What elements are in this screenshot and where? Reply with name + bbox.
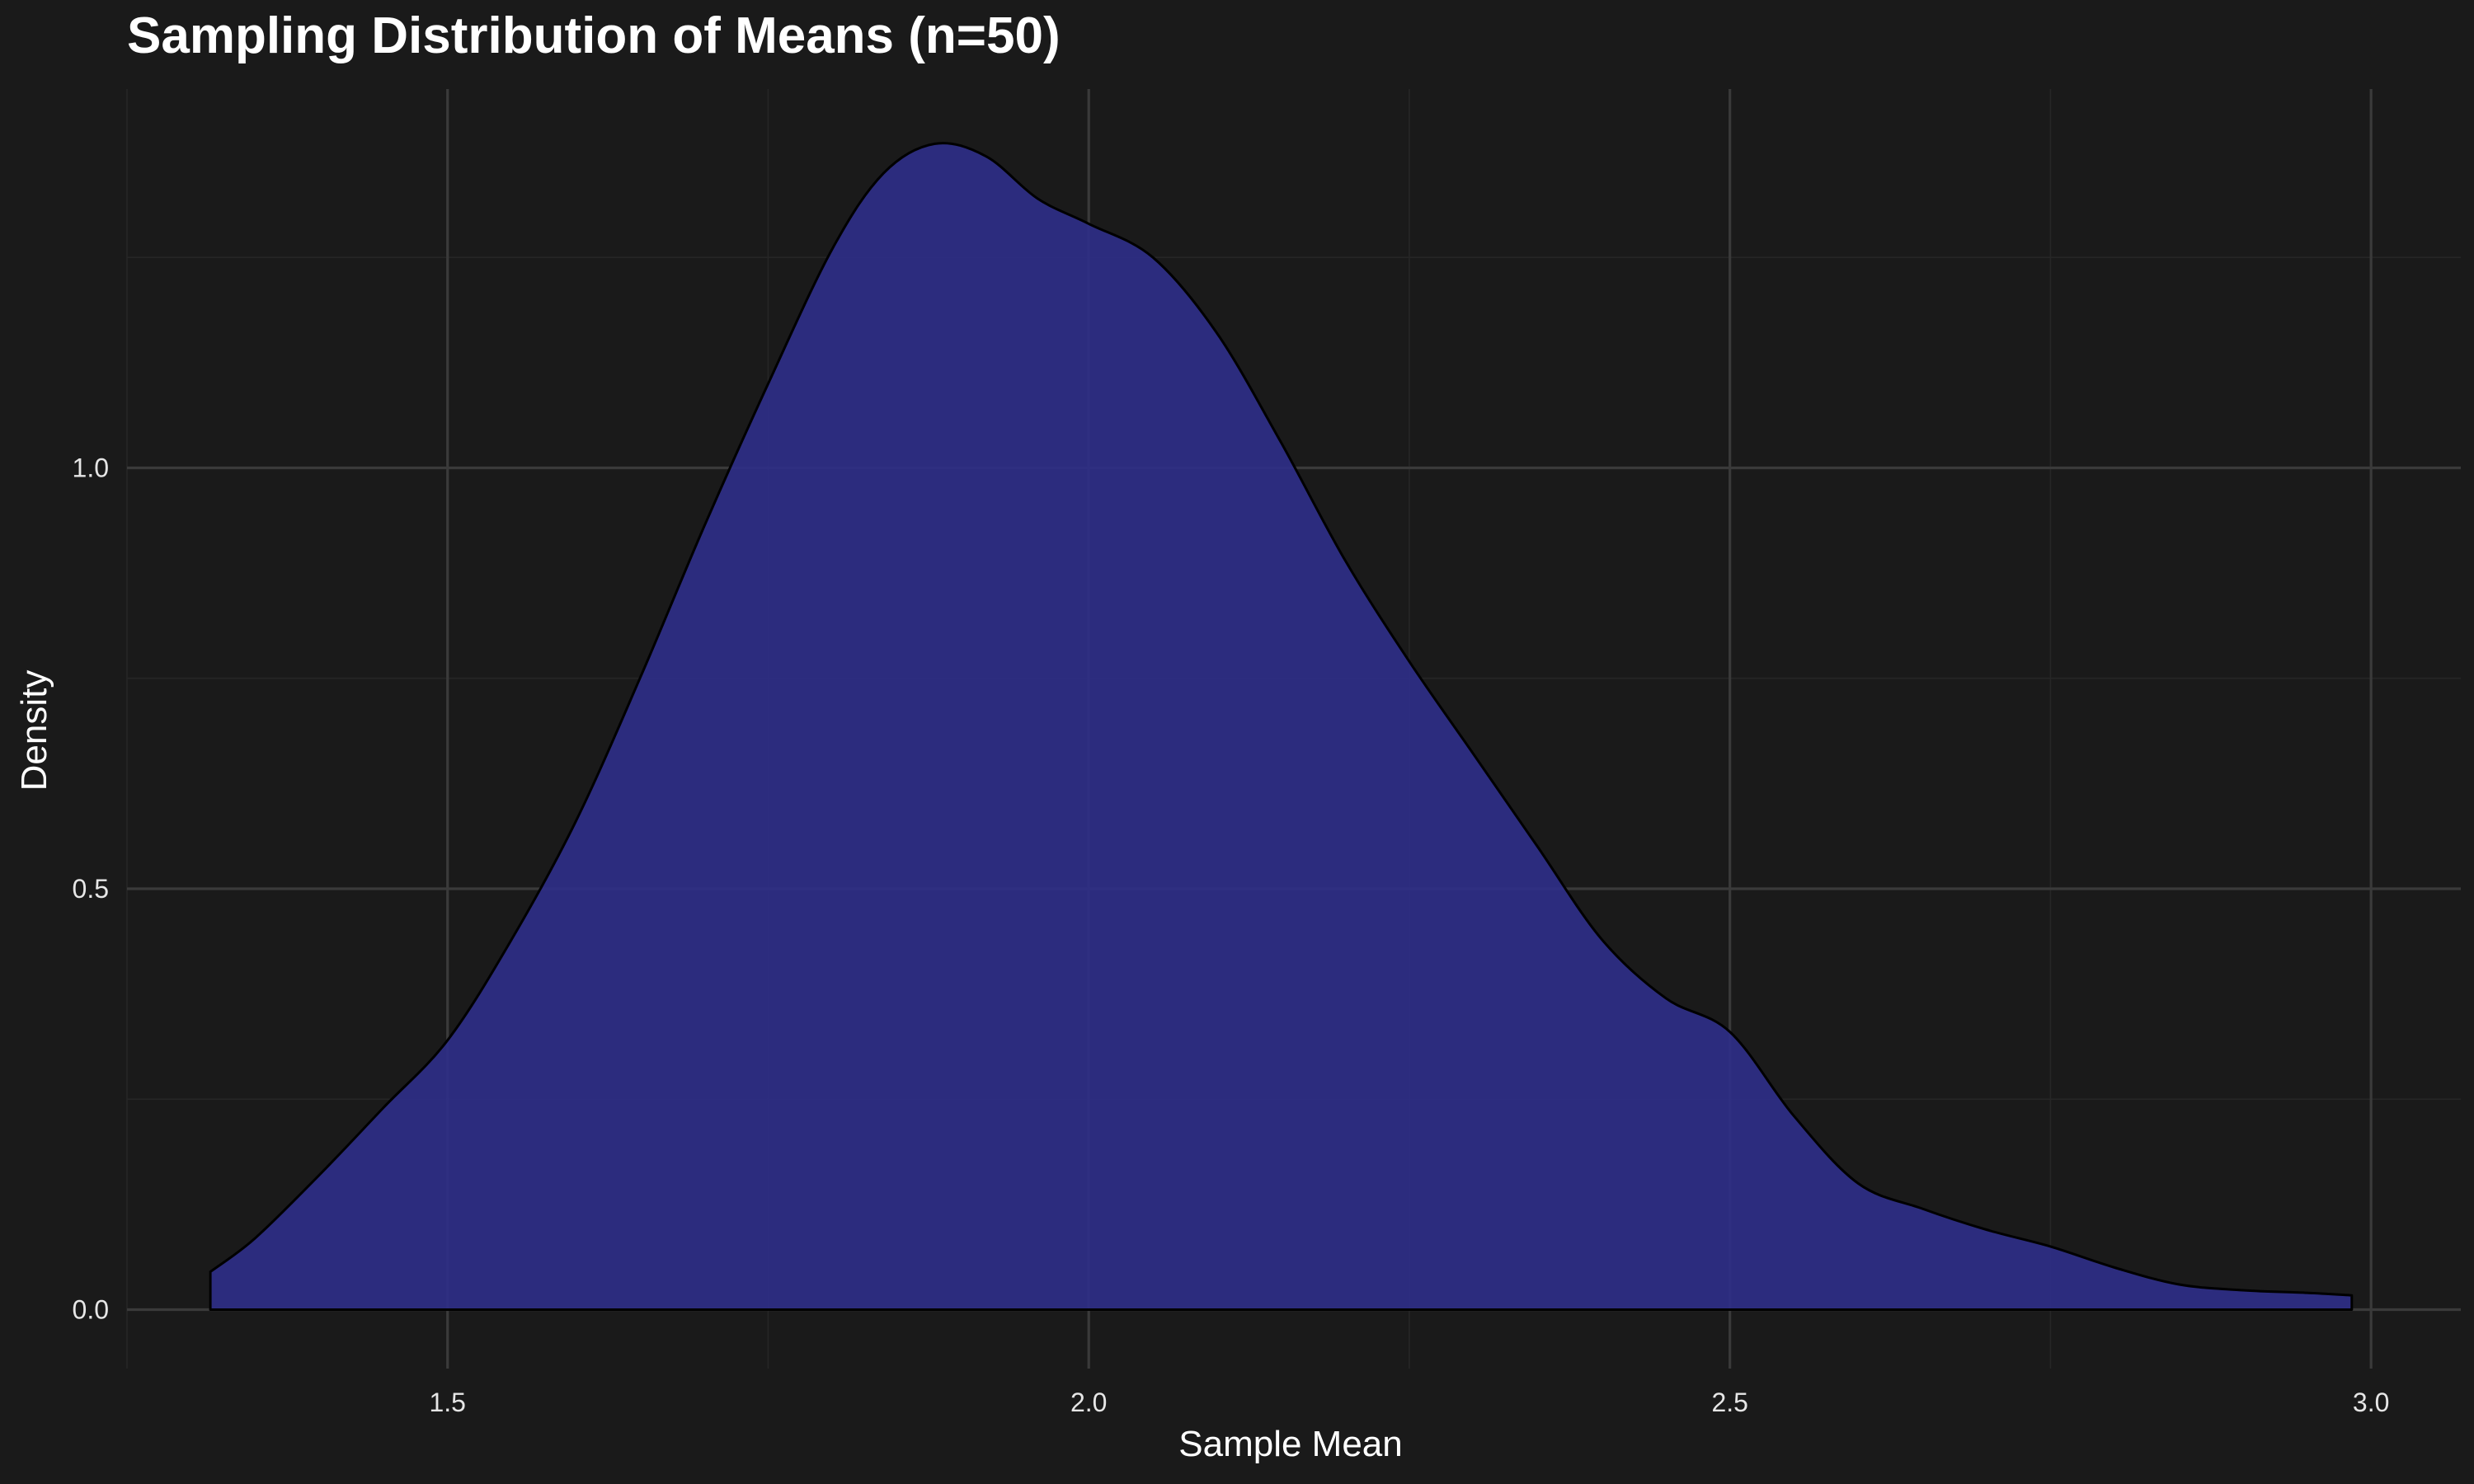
x-tick-label-0: 1.5 — [429, 1388, 465, 1417]
x-tick-label-3: 3.0 — [2353, 1388, 2389, 1417]
x-tick-label-2: 2.5 — [1711, 1388, 1747, 1417]
y-tick-label-2: 1.0 — [73, 453, 109, 482]
x-axis-label: Sample Mean — [1178, 1424, 1402, 1464]
chart-title: Sampling Distribution of Means (n=50) — [127, 7, 1061, 64]
density-area — [209, 142, 2354, 1311]
y-tick-label-1: 0.5 — [73, 874, 109, 904]
y-tick-label-0: 0.0 — [73, 1295, 109, 1325]
y-axis-ticks: 0.0 0.5 1.0 — [73, 453, 109, 1324]
y-axis-label: Density — [14, 670, 54, 791]
x-tick-label-1: 2.0 — [1070, 1388, 1107, 1417]
x-axis-ticks: 1.5 2.0 2.5 3.0 — [429, 1388, 2389, 1417]
